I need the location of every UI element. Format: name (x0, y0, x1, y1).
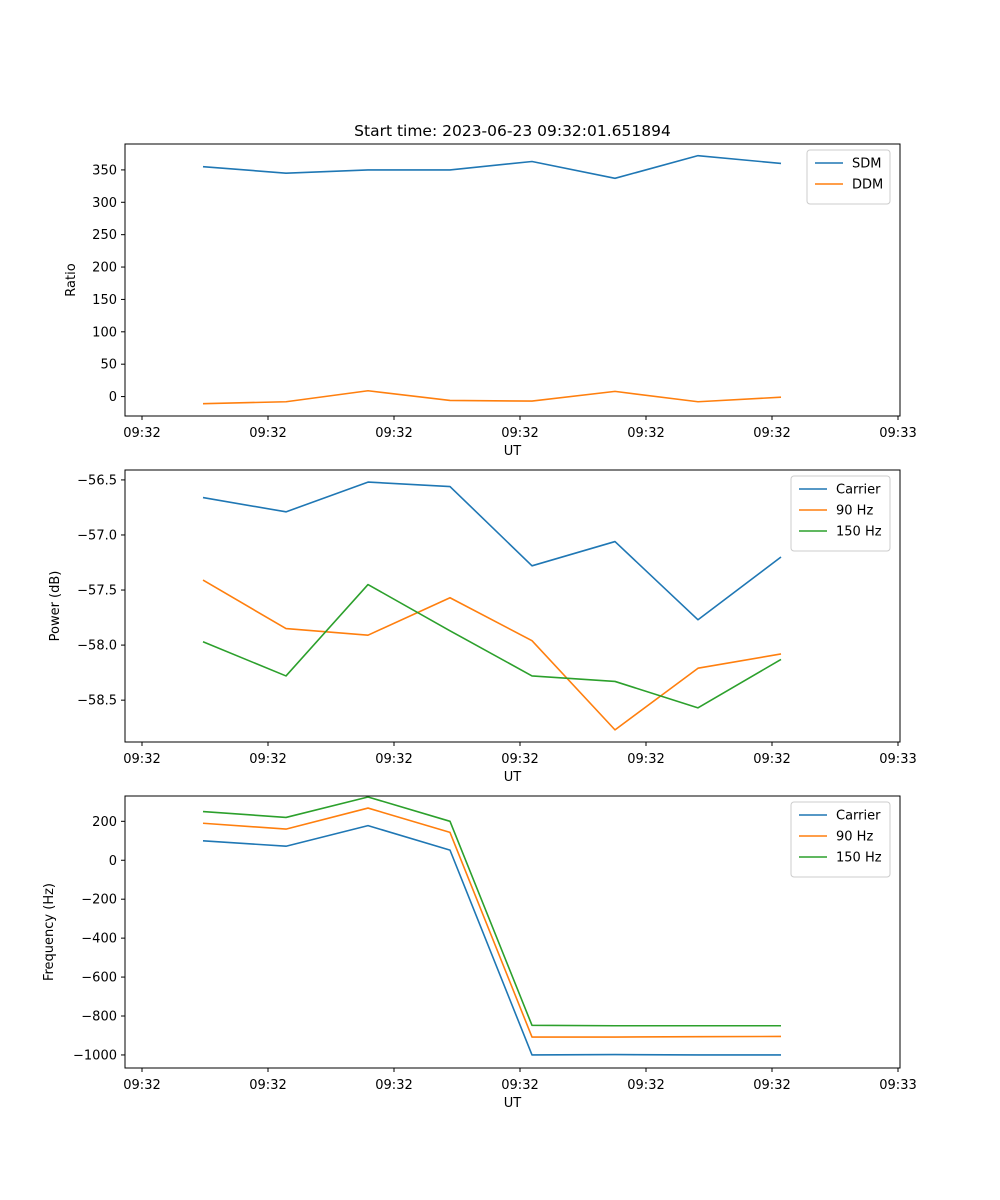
chart-panel-1: Start time: 2023-06-23 09:32:01.651894 09… (64, 122, 917, 459)
x-tick-label: 09:33 (879, 1078, 916, 1093)
legend-label: DDM (852, 178, 883, 193)
x-tick-label: 09:32 (753, 1078, 790, 1093)
y-tick-label: 350 (92, 163, 117, 178)
y-tick-label: −600 (81, 971, 117, 986)
x-tick-label: 09:32 (375, 426, 412, 441)
x-tick-label: 09:33 (879, 752, 916, 767)
x-tick-label: 09:32 (123, 752, 160, 767)
y-tick-label: 200 (92, 815, 117, 830)
series-line-90-hz (202, 579, 782, 731)
axes-frame (124, 795, 901, 1069)
y-tick-label: 150 (92, 293, 117, 308)
y-axis-label: Power (dB) (48, 571, 63, 642)
x-tick-label: 09:32 (501, 752, 538, 767)
legend: Carrier 90 Hz 150 Hz (790, 475, 891, 552)
x-tick-label: 09:32 (501, 1078, 538, 1093)
series-line-150-hz (202, 583, 782, 709)
x-tick-label: 09:33 (879, 426, 916, 441)
x-tick-label: 09:32 (753, 426, 790, 441)
y-tick-label: −1000 (73, 1048, 117, 1063)
legend-box (790, 475, 891, 552)
axes-frame (124, 469, 901, 743)
x-tick-label: 09:32 (249, 1078, 286, 1093)
series-line-90-hz (202, 807, 782, 1038)
y-tick-label: 0 (109, 390, 117, 405)
y-tick-label: 250 (92, 228, 117, 243)
legend-label: Carrier (836, 809, 881, 824)
legend-label: 150 Hz (836, 525, 882, 540)
y-tick-label: 0 (109, 854, 117, 869)
legend-label: 150 Hz (836, 851, 882, 866)
y-tick-label: 200 (92, 261, 117, 276)
y-tick-label: 100 (92, 325, 117, 340)
legend-label: 90 Hz (836, 830, 873, 845)
legend: Carrier 90 Hz 150 Hz (790, 801, 891, 878)
x-tick-label: 09:32 (753, 752, 790, 767)
y-tick-label: 50 (100, 358, 117, 373)
x-tick-label: 09:32 (627, 1078, 664, 1093)
series-line-sdm (202, 154, 782, 180)
x-axis-label: UT (504, 1096, 522, 1111)
series-line-150-hz (202, 796, 781, 1027)
x-tick-label: 09:32 (375, 1078, 412, 1093)
y-tick-label: −56.5 (77, 473, 117, 488)
x-axis-label: UT (504, 444, 522, 459)
series-line-carrier (202, 824, 781, 1056)
chart-panel-2: 09:32 09:32 09:32 09:32 09:32 09:32 09:33 −58.5… (48, 469, 917, 785)
series-line-carrier (202, 481, 782, 621)
legend: SDM DDM (806, 149, 891, 205)
y-tick-label: −800 (81, 1010, 117, 1025)
chart-title: Start time: 2023-06-23 09:32:01.651894 (354, 122, 671, 140)
y-axis-label: Ratio (64, 263, 79, 296)
y-tick-label: 300 (92, 196, 117, 211)
x-tick-label: 09:32 (501, 426, 538, 441)
y-axis-label: Frequency (Hz) (42, 883, 57, 981)
y-tick-label: −58.0 (77, 639, 117, 654)
legend-label: SDM (852, 157, 881, 172)
y-tick-label: −58.5 (77, 694, 117, 709)
y-tick-label: −57.0 (77, 528, 117, 543)
y-tick-label: −400 (81, 932, 117, 947)
x-tick-label: 09:32 (627, 426, 664, 441)
x-tick-label: 09:32 (249, 426, 286, 441)
series-line-ddm (202, 389, 782, 405)
x-tick-label: 09:32 (123, 1078, 160, 1093)
y-tick-label: −57.5 (77, 584, 117, 599)
x-tick-label: 09:32 (627, 752, 664, 767)
x-tick-label: 09:32 (249, 752, 286, 767)
legend-label: Carrier (836, 483, 881, 498)
legend-box (790, 801, 891, 878)
y-tick-label: −200 (81, 893, 117, 908)
x-axis-label: UT (504, 770, 522, 785)
chart-panel-3: 09:32 09:32 09:32 09:32 09:32 09:32 09:33 −1000… (42, 795, 917, 1111)
axes-frame (124, 143, 901, 417)
x-tick-label: 09:32 (123, 426, 160, 441)
legend-label: 90 Hz (836, 504, 873, 519)
x-tick-label: 09:32 (375, 752, 412, 767)
